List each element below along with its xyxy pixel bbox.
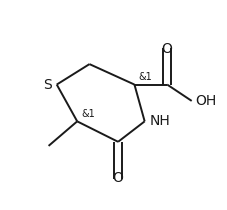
- Text: O: O: [112, 171, 123, 185]
- Text: O: O: [161, 42, 172, 56]
- Text: &1: &1: [81, 109, 95, 119]
- Text: S: S: [43, 77, 52, 92]
- Text: OH: OH: [194, 94, 215, 108]
- Text: &1: &1: [138, 72, 152, 82]
- Text: NH: NH: [149, 114, 170, 128]
